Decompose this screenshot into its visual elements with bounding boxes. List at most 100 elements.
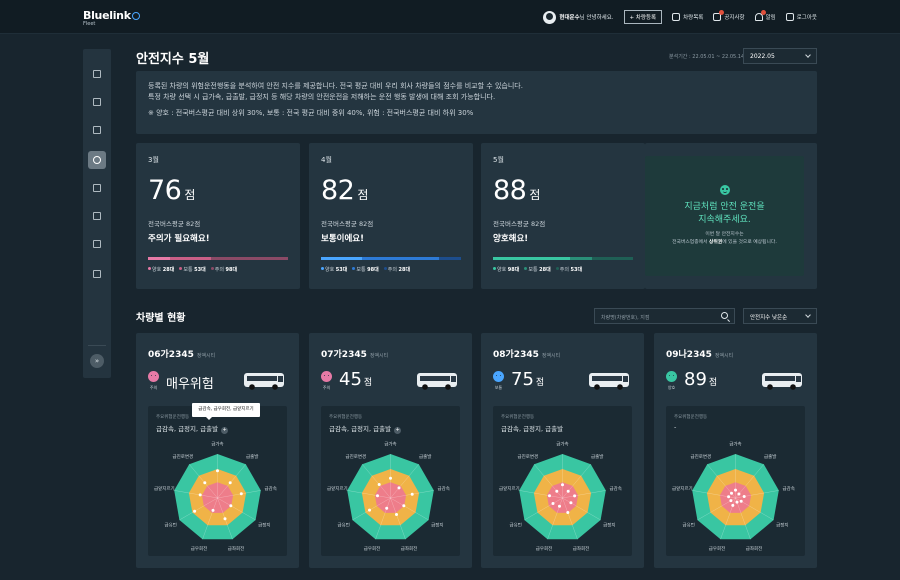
more-behaviors-button[interactable]: + [221,427,229,434]
sidebar-expand-button[interactable]: » [90,354,104,368]
radar-axis [189,464,218,499]
vehicle-card[interactable]: 08가2345 정액시티 보통 75 점 주요위험운전행동 급감속, 급정지, 급출… [481,333,644,568]
radar-axis-label: 급가속 [384,441,396,448]
nav-label: 로그아웃 [796,15,817,21]
radar-point [737,492,741,496]
sidebar-item-documents[interactable] [88,207,106,225]
legend-dot [179,267,183,270]
legend-dot [524,267,528,270]
score-card-march: 3월 76 점 전국버스평균 82점 주의가 필요해요! 양호 28대 보통 53대… [136,143,300,289]
sidebar-item-safety[interactable] [88,151,106,169]
bar-segment [439,257,461,260]
legend-item: 보통 28대 [524,266,551,273]
radar-point [730,491,733,495]
distribution-bar [321,257,461,260]
sidebar-item-stats[interactable] [88,121,106,139]
radar-point [216,469,219,473]
sidebar-item-vehicles[interactable] [88,93,106,111]
nav-notice[interactable]: 공지사항 [713,10,745,21]
nav-vehicle-list[interactable]: 차량목록 [672,13,703,21]
search-icon[interactable] [721,312,728,319]
radar-axis-label: 급진로변경 [172,453,193,460]
legend-item: 보통 98대 [352,266,379,273]
radar-point [558,504,561,508]
status-face-icon [321,371,332,382]
radar-axis-label: 급우회전 [709,545,726,552]
sort-select[interactable]: 안전지수 낮은순 [743,308,817,324]
radar-axis-label: 급감속 [782,485,794,492]
notification-dot [760,10,766,15]
bus-icon [762,373,802,390]
safety-message: 지금처럼 안전 운전을 지속해주세요. 이번 달 안전지수는 전국버스업종에서 상위… [645,156,804,276]
bus-icon [244,373,284,390]
legend-item: 양호 53대 [321,266,347,273]
vehicle-card[interactable]: 06가2345 정액시티 주의 매우위험 주요위험운전행동 급감속, 급정지, 급… [136,333,299,568]
more-behaviors-button[interactable]: + [394,427,402,434]
logo-text: Bluelink [83,9,131,22]
radar-axis-label: 급앞지르기 [499,485,520,492]
sidebar-item-location[interactable] [88,179,106,197]
vehicle-card[interactable]: 07가2345 정액시티 주의 45 점 주요위험운전행동 급감속, 급정지, 급출… [309,333,472,568]
legend-item: 양호 98대 [493,266,519,273]
radar-axis-label: 급좌회전 [573,545,590,552]
bar-segment [591,257,633,260]
sidebar-item-reports[interactable] [88,235,106,253]
legend-item: 주의 53대 [555,266,582,273]
radar-axis [562,490,606,499]
nav-logout[interactable]: 로그아웃 [785,13,817,21]
vehicle-score-unit: 점 [708,378,718,388]
info-box: 등록된 차량의 위험운전행동을 분석하여 안전 지수를 제공합니다. 전국 평균… [136,71,817,134]
legend-count: 53대 [335,267,348,273]
vehicle-card[interactable]: 09나2345 정액시티 양호 89 점 주요위험운전행동 - 급가속 급출발 급감속 급… [654,333,817,568]
radar-axis [562,497,601,521]
radar-axis-label: 급우회전 [191,545,208,552]
radar-point [566,489,570,493]
radar-point [239,492,243,496]
register-vehicle-button[interactable]: + 차량등록 [623,10,663,24]
logo[interactable]: Bluelink Fleet [83,9,140,27]
legend-label: 보통 [356,267,366,273]
national-average: 전국버스평균 82점 [321,220,374,228]
info-text-2: 특정 차량 선택 시 급가속, 급출발, 급정지 등 해당 차량의 안전운전을 … [148,93,496,101]
sort-select-value: 안전지수 낮은순 [750,315,788,321]
radar-axis-label: 급감속 [609,485,621,492]
analysis-period: 분석기간 : 22.05.01 ~ 22.05.14 [669,54,745,60]
legend-dot [352,267,356,270]
status-label: 주의 [322,385,331,390]
nav-alarm[interactable]: 알림 [754,10,776,21]
vehicle-name: 09나2345 정액시티 [666,347,733,360]
sidebar-item-settings[interactable] [88,265,106,283]
radar-axis [390,497,429,521]
page-title: 안전지수 5월 [136,52,210,67]
chevron-down-icon [805,52,811,58]
radar-point [561,483,564,487]
avatar [543,10,557,24]
radar-point [395,513,398,516]
radar-point [410,492,414,496]
month-select[interactable]: 2022.05 [743,48,817,64]
legend-count: 98대 [367,267,379,273]
behavior-label: 주요위험운전행동 [329,415,363,420]
search-input[interactable]: 차량명(차량번호), 지점 [594,308,735,324]
nav-label: 차량목록 [683,15,704,21]
radar-axis-label: 급가속 [729,441,741,448]
smile-icon [720,185,730,195]
radar-axis-label: 급정지 [603,522,615,529]
radar-point [193,509,197,513]
sidebar-item-dashboard[interactable] [88,65,106,83]
radar-axis [519,490,563,499]
message-sub-2a: 전국버스업종에서 [672,240,709,245]
score-value: 76 점 [148,175,288,206]
radar-axis-label: 급유턴 [509,522,521,529]
radar-axis-label: 급유턴 [682,522,694,529]
report-icon [93,240,101,248]
nav-label: 공지사항 [724,15,745,21]
radar-point [566,511,570,514]
radar-ring-danger [201,482,234,513]
radar-point [569,501,573,505]
legend-item: 보통 53대 [179,266,206,273]
distribution-legend: 양호 53대 보통 98대 주의 28대 [321,266,410,273]
